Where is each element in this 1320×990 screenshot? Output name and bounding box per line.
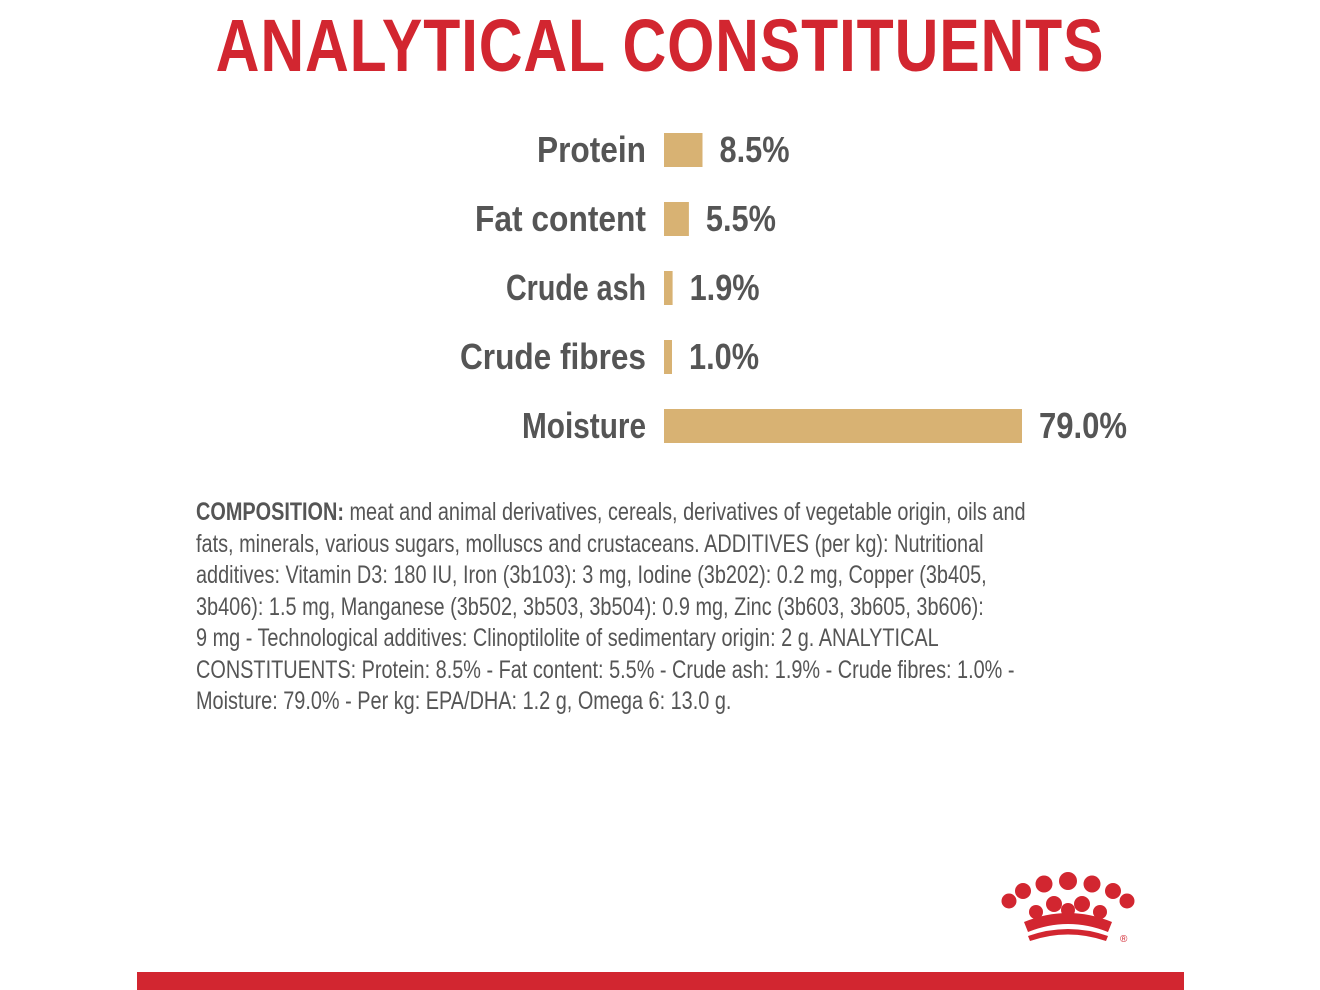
value-label: 1.9% [690, 267, 760, 308]
composition-line: CONSTITUENTS: Protein: 8.5% - Fat conten… [196, 655, 1015, 684]
bar [664, 271, 673, 305]
composition-text: COMPOSITION: meat and animal derivatives… [196, 497, 1134, 718]
category-label: Protein [537, 129, 646, 170]
composition-lead: COMPOSITION: [196, 498, 344, 526]
composition-line: meat and animal derivatives, cereals, de… [343, 498, 1026, 526]
category-label: Crude fibres [460, 336, 646, 377]
category-label: Crude ash [506, 267, 646, 308]
value-label: 79.0% [1039, 405, 1127, 446]
registered-mark: ® [1120, 934, 1128, 945]
composition-line: fats, minerals, various sugars, molluscs… [196, 529, 984, 558]
category-label: Fat content [475, 198, 646, 239]
page-title: ANALYTICAL CONSTITUENTS [215, 4, 1105, 87]
constituents-bar-chart: Protein 8.5% Fat content 5.5% Crude ash 1.9% C… [460, 129, 1127, 446]
composition-line: Moisture: 79.0% - Per kg: EPA/DHA: 1.2 g… [196, 687, 732, 715]
value-label: 5.5% [706, 198, 776, 239]
bar [664, 202, 689, 236]
crown-logo-icon: ® [1001, 872, 1135, 945]
category-label: Moisture [522, 405, 646, 446]
composition-line: additives: Vitamin D3: 180 IU, Iron (3b1… [196, 561, 987, 589]
composition-line: 9 mg - Technological additives: Clinopti… [196, 624, 939, 652]
composition-line: 3b406): 1.5 mg, Manganese (3b502, 3b503,… [196, 592, 984, 621]
bar [664, 409, 1022, 443]
bar [664, 340, 672, 374]
bottom-band [137, 972, 1184, 990]
value-label: 8.5% [720, 129, 790, 170]
bar [664, 133, 703, 167]
value-label: 1.0% [689, 336, 759, 377]
